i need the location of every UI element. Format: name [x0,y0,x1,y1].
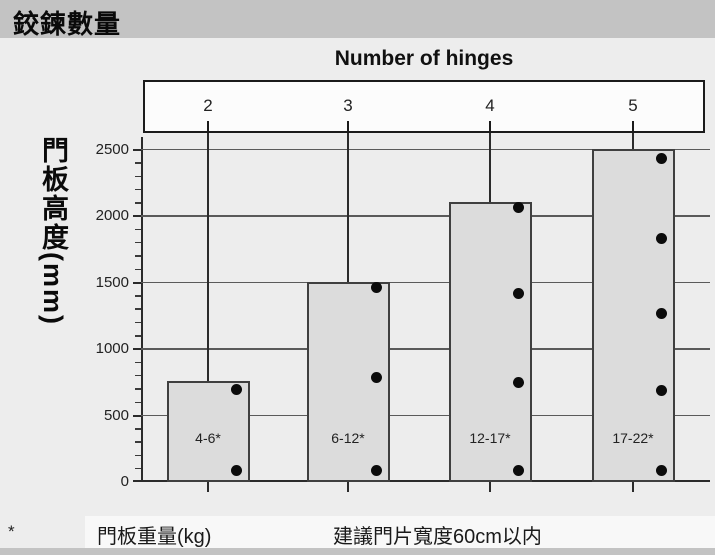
y-minor-tick-2200 [135,188,141,191]
y-tick-label-0: 0 [120,473,129,490]
hinge-position-dot-3-0 [370,281,382,293]
y-minor-tick-100 [135,467,141,470]
footnote-asterisk: * [8,522,15,541]
door-weight-label: 6-12* [331,430,365,446]
footer-strip [85,516,715,548]
y-minor-tick-400 [135,428,141,430]
x-axis-tick-4 [489,482,491,492]
hinge-position-dot-2-0 [230,384,242,396]
y-minor-tick-1200 [135,321,141,324]
door-weight-label: 4-6* [195,430,221,446]
y-tick-label-500: 500 [103,406,129,424]
x-axis-tick-3 [347,482,349,492]
hinge-drop-line-4 [489,133,491,203]
page-title: 鉸鍊數量 [13,9,122,39]
y-minor-tick-1100 [135,335,141,337]
y-tick-label-1000: 1000 [95,340,129,358]
y-major-tick-0 [133,480,142,482]
plot-area: 0 500 1000 1500 2000 2500 4-6* 6-12* 12-17* 17-22… [96,133,710,492]
hinge-position-dot-3-1 [370,372,382,384]
hinge-axis-tick-3 [347,121,349,140]
gridline-1500 [141,281,710,284]
hinge-axis-tick-5 [632,121,634,140]
gridline-1000 [141,348,710,350]
door-weight-label: 12-17* [469,430,511,446]
y-minor-tick-2400 [135,162,141,164]
gridline-0 [141,480,710,482]
hinge-position-dot-5-3 [655,385,667,397]
footnote-door-weight: 門板重量(kg) [97,526,212,548]
bottom-bar [0,548,715,555]
x-axis-tick-5 [632,482,634,492]
hinge-drop-line-2 [207,133,209,383]
door-bar-3-hinges: 6-12* [306,281,390,482]
hinge-drop-line-3 [347,133,349,283]
hinge-position-dot-5-2 [655,308,667,320]
hinge-drop-line-5 [632,133,634,150]
gridline-2500 [141,148,710,151]
y-tick-label-2000: 2000 [95,207,129,225]
hinge-position-dot-3-2 [370,464,382,476]
y-minor-tick-1400 [135,295,141,297]
hinge-position-dot-4-3 [512,464,524,476]
footnote-door-width: 建議門片寬度60cm以内 [333,526,542,548]
hinge-position-dot-4-1 [512,288,524,300]
door-weight-label: 17-22* [612,430,654,446]
y-minor-tick-2100 [135,202,141,204]
hinge-count-4: 4 [485,96,495,115]
hinge-count-5: 5 [628,96,638,115]
hinge-count-2: 2 [203,96,213,115]
door-bar-5-hinges: 17-22* [591,148,675,482]
door-bar-4-hinges: 12-17* [448,201,532,482]
y-minor-tick-200 [135,454,141,457]
y-minor-tick-1600 [135,268,141,271]
y-major-tick-1500 [133,281,142,284]
y-minor-tick-900 [135,361,141,364]
header-bar: 鉸鍊數量 [0,0,715,39]
y-minor-tick-1800 [135,241,141,244]
y-minor-tick-700 [135,388,141,390]
y-axis-line [141,137,143,482]
hinge-axis-tick-2 [207,121,209,140]
y-minor-tick-1300 [135,308,141,310]
door-bar-2-hinges: 4-6* [166,381,250,482]
y-minor-tick-2300 [135,175,141,177]
hinge-position-dot-4-2 [512,377,524,389]
y-major-tick-1000 [133,348,142,351]
x-axis-tick-2 [207,482,209,492]
y-minor-tick-300 [135,441,141,443]
y-axis-label: 門板高度(mm) [38,136,68,326]
hinge-position-dot-5-4 [655,464,667,476]
hinge-position-dot-4-0 [512,201,524,213]
hinge-count-axis-box [143,80,705,133]
chart-title: Number of hinges [334,47,514,70]
y-major-tick-2500 [133,148,142,151]
y-tick-label-2500: 2500 [95,140,129,158]
gridline-500 [141,414,710,417]
hinge-position-dot-5-0 [655,152,667,164]
y-minor-tick-800 [135,374,141,377]
hinge-axis-tick-4 [489,121,491,140]
y-minor-tick-1900 [135,228,141,231]
hinge-position-dot-5-1 [655,232,667,244]
y-major-tick-2000 [133,215,142,218]
y-minor-tick-1700 [135,255,141,257]
y-tick-label-1500: 1500 [95,273,129,291]
hinge-count-3: 3 [343,96,353,115]
y-minor-tick-600 [135,401,141,403]
y-major-tick-500 [133,414,142,417]
gridline-2000 [141,215,710,217]
hinge-position-dot-2-1 [230,464,242,476]
